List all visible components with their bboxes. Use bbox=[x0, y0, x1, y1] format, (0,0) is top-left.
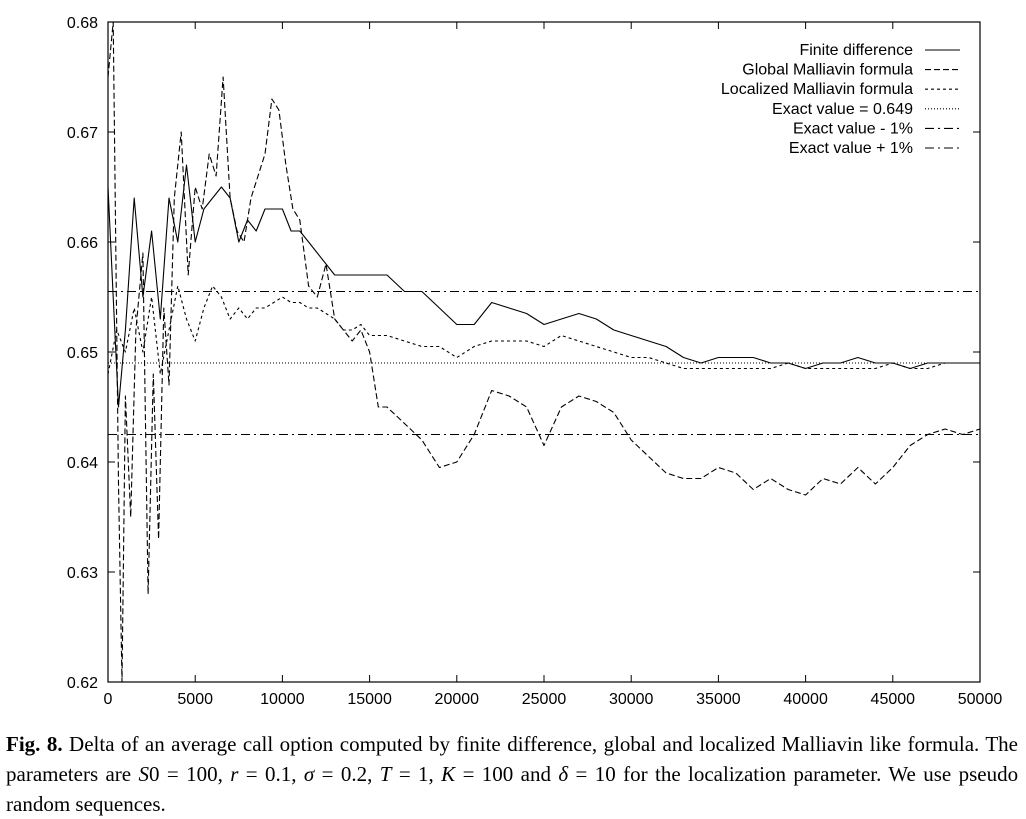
legend-label-5: Exact value - 1% bbox=[793, 120, 913, 137]
caption-param-k: K bbox=[441, 762, 456, 786]
x-tick-label: 50000 bbox=[958, 691, 1003, 708]
x-tick-label: 40000 bbox=[783, 691, 828, 708]
caption-param-delta-value: = 10 bbox=[568, 762, 616, 786]
caption-param-r: r bbox=[230, 762, 239, 786]
caption-param-k-value: = 100 bbox=[455, 762, 514, 786]
y-tick-label: 0.67 bbox=[67, 125, 98, 142]
legend-label-6: Exact value + 1% bbox=[789, 140, 913, 157]
x-tick-label: 20000 bbox=[435, 691, 480, 708]
series-line-1 bbox=[108, 164, 980, 408]
x-tick-label: 45000 bbox=[871, 691, 916, 708]
y-tick-label: 0.63 bbox=[67, 565, 98, 582]
caption-text-2: and bbox=[513, 762, 559, 786]
figure-caption: Fig. 8. Delta of an average call option … bbox=[6, 729, 1018, 819]
caption-text-1: Delta of an average call option computed… bbox=[6, 732, 1018, 786]
y-tick-label: 0.65 bbox=[67, 345, 98, 362]
caption-param-delta: δ bbox=[558, 762, 569, 786]
legend-label-2: Global Malliavin formula bbox=[742, 62, 913, 79]
caption-param-s0: S bbox=[138, 762, 150, 786]
x-tick-label: 10000 bbox=[260, 691, 305, 708]
x-tick-label: 5000 bbox=[177, 691, 213, 708]
line-chart: 0 5000 10000 15000 20000 25000 30000 35000 40000… bbox=[67, 15, 1003, 708]
y-tick-label: 0.62 bbox=[67, 675, 98, 692]
x-tick-label: 0 bbox=[104, 691, 113, 708]
caption-param-r-value: = 0.1, bbox=[238, 762, 304, 786]
x-tick-label: 30000 bbox=[609, 691, 654, 708]
y-tick-label: 0.68 bbox=[67, 15, 98, 32]
y-tick-label: 0.64 bbox=[67, 455, 98, 472]
caption-param-s0-value: 0 = 100, bbox=[149, 762, 231, 786]
caption-param-t-value: = 1, bbox=[391, 762, 442, 786]
legend-label-3: Localized Malliavin formula bbox=[721, 81, 913, 98]
caption-label: Fig. 8. bbox=[6, 732, 63, 756]
legend-label-1: Finite difference bbox=[799, 42, 913, 59]
caption-param-t: T bbox=[379, 762, 392, 786]
caption-param-sigma-value: = 0.2, bbox=[314, 762, 380, 786]
legend-label-4: Exact value = 0.649 bbox=[772, 101, 913, 118]
x-tick-label: 25000 bbox=[522, 691, 567, 708]
caption-param-sigma: σ bbox=[303, 762, 315, 786]
x-tick-label: 35000 bbox=[696, 691, 741, 708]
caption-text-3: for the localization parameter. We use p… bbox=[6, 762, 1019, 816]
series-line-3 bbox=[108, 285, 980, 375]
x-tick-label: 15000 bbox=[347, 691, 392, 708]
y-tick-label: 0.66 bbox=[67, 235, 98, 252]
